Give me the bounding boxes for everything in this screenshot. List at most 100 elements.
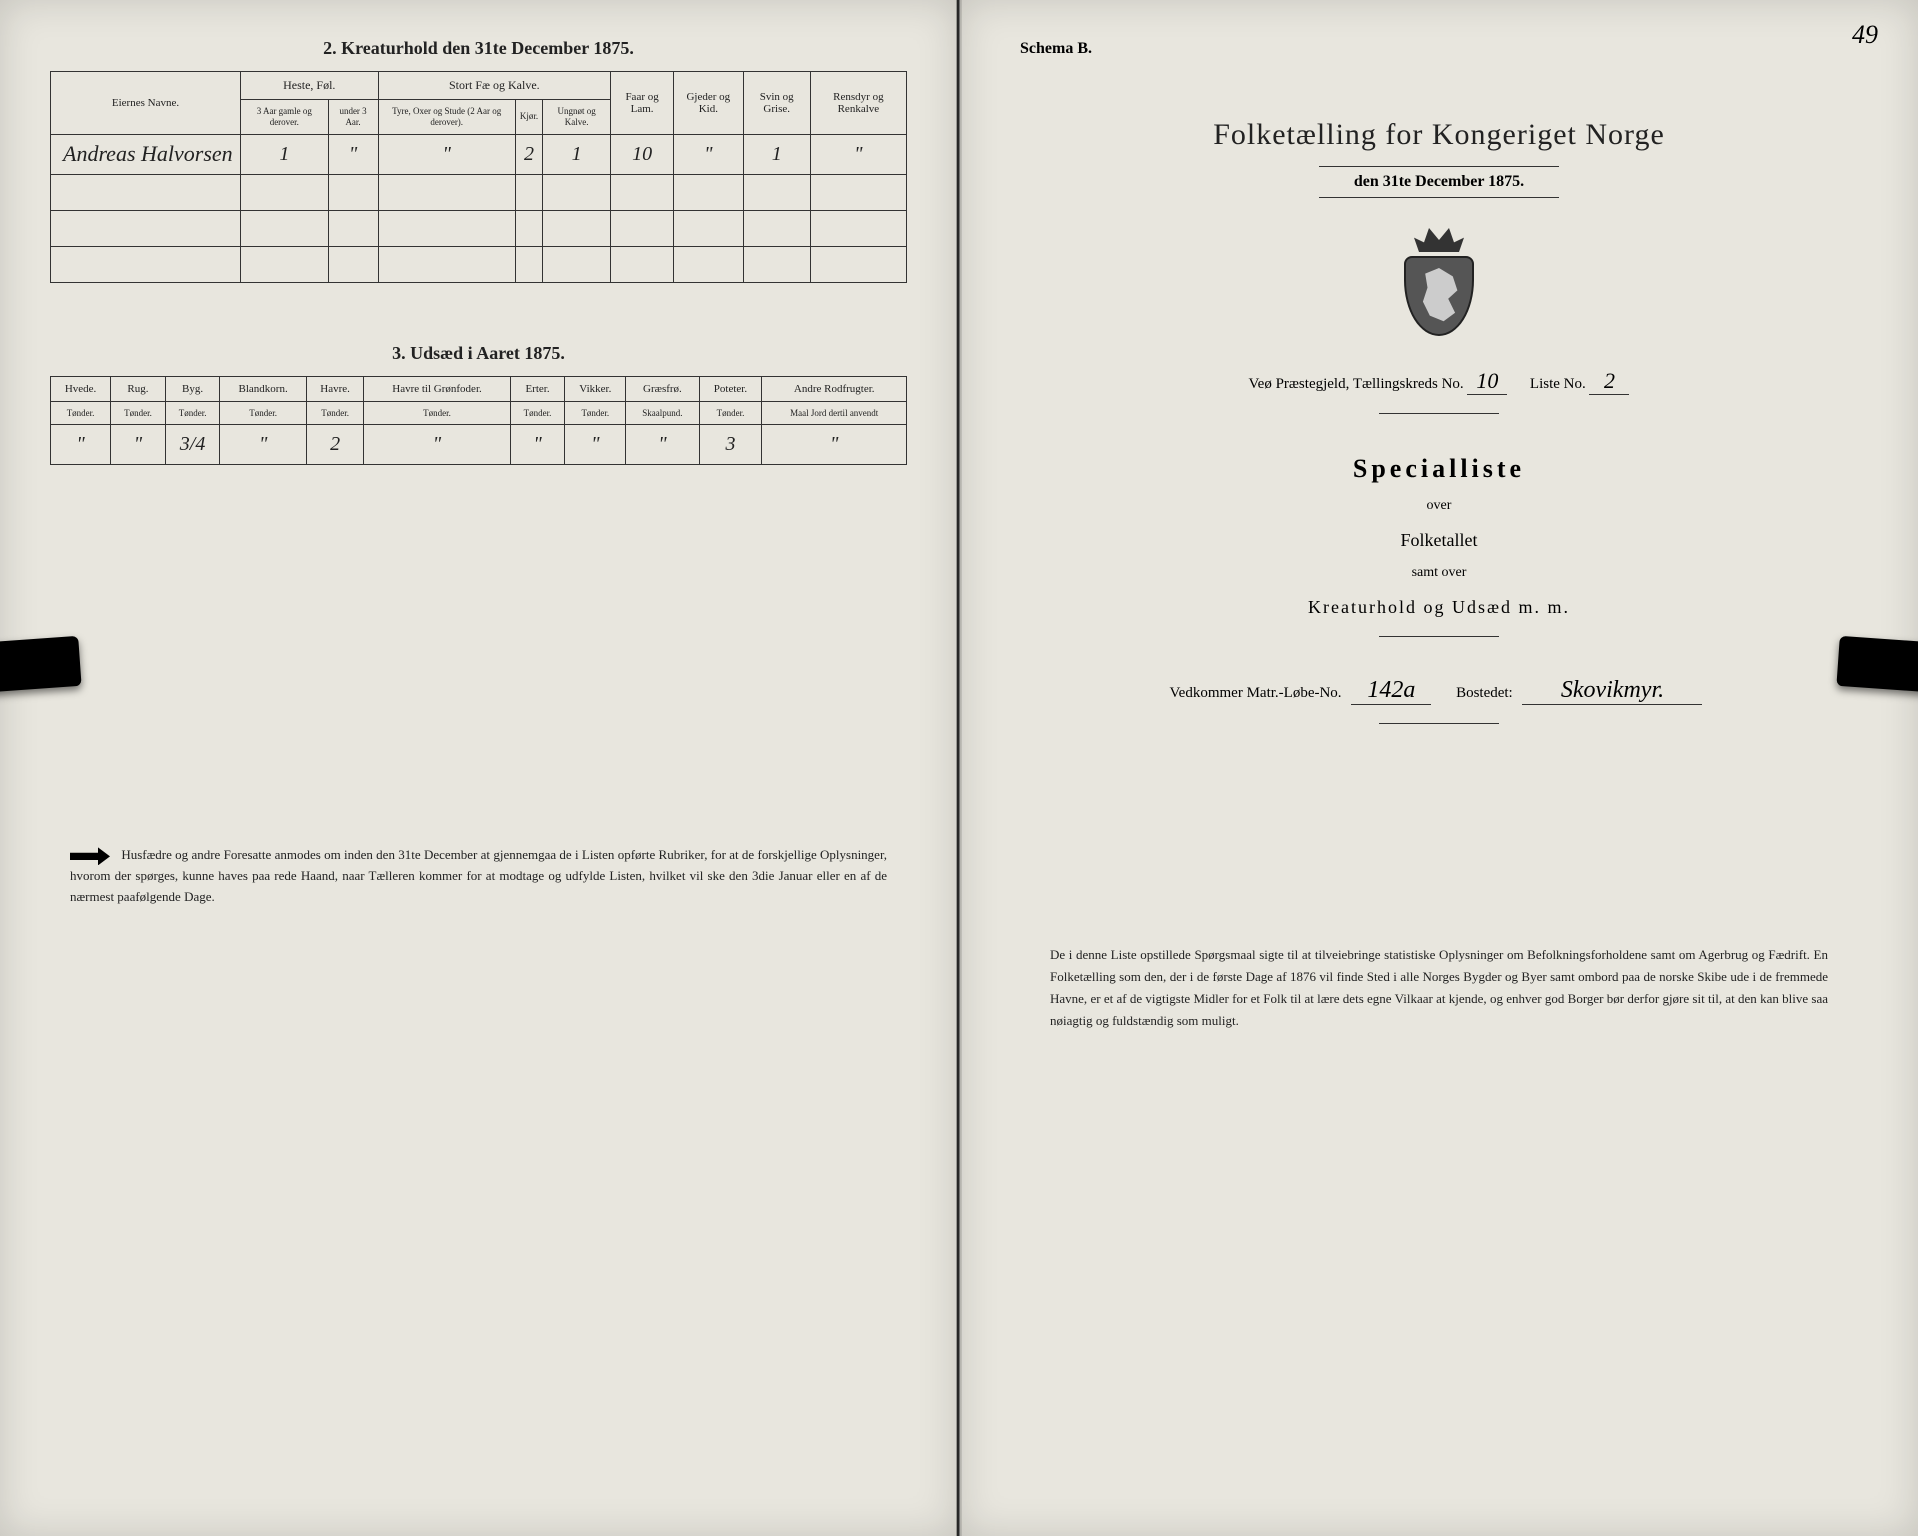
unit-barley: Tønder. [165,401,220,425]
col-owner: Eiernes Navne. [51,72,241,135]
table-row [51,210,907,246]
cell-peas: " [510,425,565,465]
unit-rye: Tønder. [111,401,166,425]
cell-wheat: " [51,425,111,465]
cell-cattle-young: 1 [543,134,611,174]
table-row: Andreas Halvorsen 1 " " 2 1 10 " 1 " [51,134,907,174]
parish-no: 10 [1467,368,1507,395]
cell-owner: Andreas Halvorsen [51,134,241,174]
col-horses: Heste, Føl. [241,72,379,100]
col-horses-3plus: 3 Aar gamle og derover. [241,100,329,135]
seed-table: Hvede. Rug. Byg. Blandkorn. Havre. Havre… [50,376,907,466]
right-footer: De i denne Liste opstillede Spørgsmaal s… [1010,944,1868,1032]
divider-icon [1379,723,1499,724]
cell-pigs: 1 [743,134,810,174]
cell-grass: " [626,425,699,465]
specialliste-title: Specialliste [1010,454,1868,484]
census-title: Folketælling for Kongeriget Norge [1010,118,1868,152]
pointing-hand-icon [70,847,110,865]
over-label: over [1010,498,1868,514]
col-sheep: Faar og Lam. [611,72,674,135]
kreatur-label: Kreaturhold og Udsæd m. m. [1010,597,1868,618]
unit-peas: Tønder. [510,401,565,425]
left-footer: Husfædre og andre Foresatte anmodes om i… [50,845,907,907]
col-barley: Byg. [165,376,220,401]
unit-oats: Tønder. [306,401,363,425]
cell-other: " [762,425,907,465]
cell-oats: 2 [306,425,363,465]
left-page: 2. Kreaturhold den 31te December 1875. E… [0,0,959,1536]
bosted-line: Vedkommer Matr.-Løbe-No. 142a Bostedet: … [1010,677,1868,705]
col-horses-under3: under 3 Aar. [328,100,378,135]
cell-sheep: 10 [611,134,674,174]
crown-icon [1414,228,1464,252]
samt-label: samt over [1010,565,1868,581]
unit-potatoes: Tønder. [699,401,762,425]
footer-text: Husfædre og andre Foresatte anmodes om i… [70,847,887,904]
lion-icon [1416,268,1462,324]
coat-of-arms-icon [1394,228,1484,338]
col-pigs: Svin og Grise. [743,72,810,135]
list-no: 2 [1589,368,1629,395]
cell-rye: " [111,425,166,465]
book-spine [956,0,962,1536]
book-spread: 2. Kreaturhold den 31te December 1875. E… [0,0,1918,1536]
col-cattle: Stort Fæ og Kalve. [378,72,611,100]
divider-icon [1379,636,1499,637]
unit-vetches: Tønder. [565,401,626,425]
unit-oats-fodder: Tønder. [364,401,510,425]
col-mixed: Blandkorn. [220,376,307,401]
unit-wheat: Tønder. [51,401,111,425]
cell-oats-fodder: " [364,425,510,465]
section2-title: 2. Kreaturhold den 31te December 1875. [50,38,907,59]
unit-other: Maal Jord dertil anvendt [762,401,907,425]
cell-potatoes: 3 [699,425,762,465]
col-wheat: Hvede. [51,376,111,401]
cell-vetches: " [565,425,626,465]
col-vetches: Vikker. [565,376,626,401]
livestock-table: Eiernes Navne. Heste, Føl. Stort Fæ og K… [50,71,907,283]
table-row: " " 3/4 " 2 " " " " 3 " [51,425,907,465]
col-oats-fodder: Havre til Grønfoder. [364,376,510,401]
col-reindeer: Rensdyr og Renkalve [810,72,906,135]
col-cattle-cows: Kjør. [515,100,542,135]
cell-barley: 3/4 [165,425,220,465]
divider-icon [1379,413,1499,414]
census-subtitle: den 31te December 1875. [1010,166,1868,198]
col-cattle-bulls: Tyre, Oxer og Stude (2 Aar og derover). [378,100,515,135]
parish-line: Veø Præstegjeld, Tællingskreds No. 10 Li… [1010,368,1868,395]
cell-cattle-cows: 2 [515,134,542,174]
col-goats: Gjeder og Kid. [674,72,744,135]
matr-no: 142a [1351,677,1431,705]
col-other: Andre Rodfrugter. [762,376,907,401]
folketallet-label: Folketallet [1010,530,1868,551]
cell-mixed: " [220,425,307,465]
bosted-value: Skovikmyr. [1522,677,1702,705]
cell-horses-3plus: 1 [241,134,329,174]
unit-grass: Skaalpund. [626,401,699,425]
book-clip-icon [0,636,82,694]
cell-goats: " [674,134,744,174]
table-row [51,174,907,210]
col-grass: Græsfrø. [626,376,699,401]
list-label: Liste No. [1530,376,1586,392]
cell-reindeer: " [810,134,906,174]
col-rye: Rug. [111,376,166,401]
unit-mixed: Tønder. [220,401,307,425]
cell-cattle-bulls: " [378,134,515,174]
shield-icon [1404,256,1474,336]
schema-label: Schema B. [1020,40,1868,58]
matr-label: Vedkommer Matr.-Løbe-No. [1170,685,1342,701]
right-page: 49 Schema B. Folketælling for Kongeriget… [959,0,1918,1536]
parish-label: Veø Præstegjeld, Tællingskreds No. [1249,376,1464,392]
cell-horses-under3: " [328,134,378,174]
bosted-label: Bostedet: [1456,685,1513,701]
col-oats: Havre. [306,376,363,401]
col-cattle-young: Ungnøt og Kalve. [543,100,611,135]
book-clip-icon [1836,636,1918,694]
table-row [51,246,907,282]
col-potatoes: Poteter. [699,376,762,401]
col-peas: Erter. [510,376,565,401]
page-number: 49 [1852,20,1878,50]
section3-title: 3. Udsæd i Aaret 1875. [50,343,907,364]
